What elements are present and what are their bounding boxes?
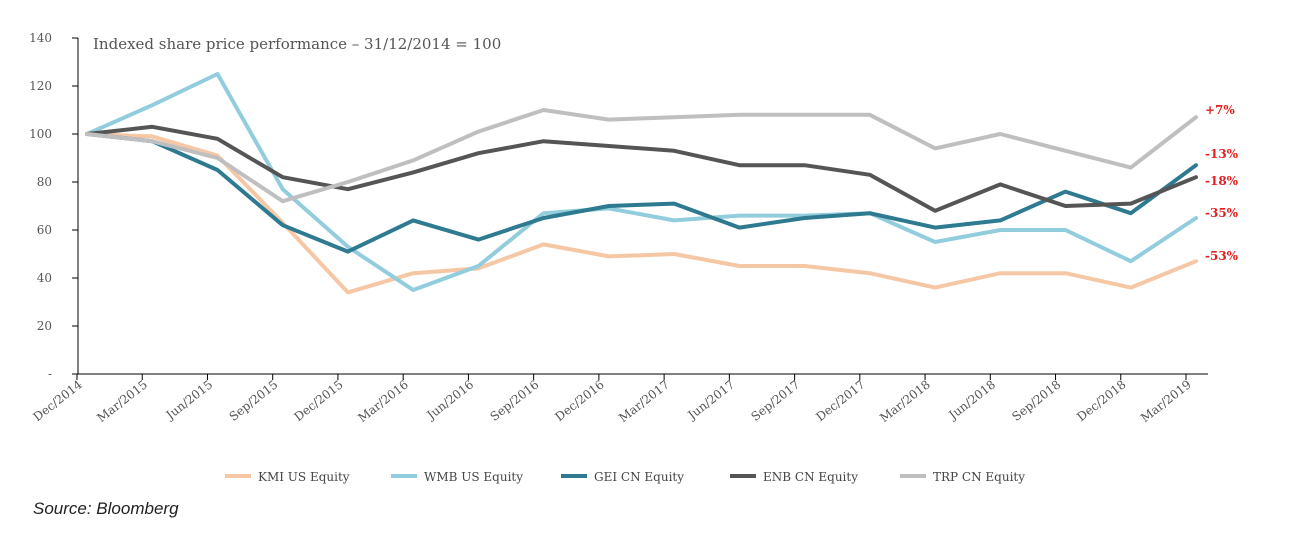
end-value-label: -18% — [1205, 174, 1239, 188]
y-tick-label: 20 — [37, 319, 52, 333]
legend-label: WMB US Equity — [424, 470, 523, 484]
series-line-enb-cn-equity — [85, 124, 1198, 213]
x-tick-label: Mar/2017 — [616, 377, 672, 425]
y-tick-label: 140 — [29, 31, 52, 45]
y-tick-label: 120 — [29, 79, 52, 93]
end-value-label: -13% — [1205, 147, 1239, 161]
x-tick-label: Dec/2018 — [1074, 377, 1128, 424]
x-tick-label: Jun/2015 — [162, 377, 215, 423]
y-tick-label: 100 — [29, 127, 52, 141]
y-tick-label: - — [48, 367, 52, 381]
x-tick-label: Jun/2017 — [684, 377, 737, 423]
x-tick-label: Mar/2019 — [1138, 377, 1194, 425]
series-line-kmi-us-equity — [85, 132, 1198, 295]
x-tick-label: Dec/2017 — [813, 377, 867, 424]
x-tick-label: Sep/2016 — [487, 377, 541, 423]
x-tick-label: Sep/2015 — [227, 377, 281, 423]
x-tick-label: Dec/2015 — [291, 377, 345, 424]
x-tick-label: Sep/2018 — [1009, 377, 1063, 423]
x-tick-label: Mar/2015 — [94, 377, 150, 425]
legend-label: GEI CN Equity — [594, 470, 684, 484]
end-value-label: -35% — [1205, 206, 1239, 220]
end-value-label: +7% — [1205, 103, 1235, 117]
y-tick-label: 40 — [37, 271, 52, 285]
x-tick-label: Jun/2018 — [945, 377, 998, 423]
x-tick-label: Dec/2016 — [552, 377, 606, 424]
y-tick-label: 60 — [37, 223, 52, 237]
source-note: Source: Bloomberg — [33, 499, 179, 518]
legend-label: ENB CN Equity — [763, 470, 858, 484]
chart-title: Indexed share price performance – 31/12/… — [93, 35, 501, 53]
x-tick-label: Sep/2017 — [748, 377, 802, 423]
x-tick-label: Dec/2014 — [30, 377, 85, 424]
x-tick-label: Mar/2018 — [877, 377, 933, 425]
legend-label: TRP CN Equity — [933, 470, 1025, 484]
series-line-trp-cn-equity — [85, 108, 1198, 204]
end-value-label: -53% — [1205, 249, 1239, 263]
x-tick-label: Jun/2016 — [423, 377, 476, 423]
legend-label: KMI US Equity — [258, 470, 350, 484]
x-tick-label: Mar/2016 — [355, 377, 411, 425]
legend: KMI US Equity WMB US Equity GEI CN Equity E… — [225, 470, 1025, 484]
y-tick-label: 80 — [37, 175, 52, 189]
series-line-gei-cn-equity — [85, 132, 1198, 254]
